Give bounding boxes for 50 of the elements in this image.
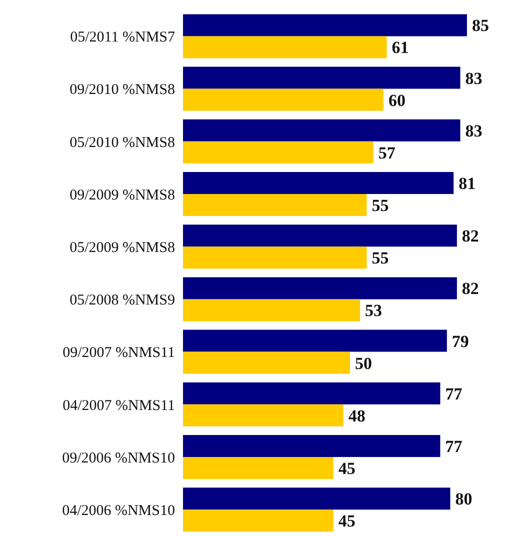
bar [183,382,440,404]
bar [183,246,367,269]
bar [183,172,454,194]
data-label: 61 [392,38,409,58]
y-tick-label: 05/2008 %NMS9 [70,292,175,309]
data-label: 53 [365,301,382,320]
bar [183,88,384,111]
data-label: 55 [372,248,389,268]
data-label: 82 [462,279,479,298]
data-label: 81 [458,174,476,194]
bar [183,277,457,300]
data-label: 45 [338,512,356,531]
data-label: 57 [378,143,396,162]
bar [183,352,350,374]
bar [183,194,367,216]
y-tick-label: 04/2007 %NMS11 [62,398,175,414]
data-label: 83 [465,68,482,88]
data-label: 77 [445,384,463,404]
data-label: 85 [472,16,489,36]
bar [183,299,360,322]
y-tick-label: 09/2006 %NMS10 [62,450,175,466]
bar [183,119,460,142]
bar [183,36,387,58]
data-label: 80 [455,490,472,509]
bar [183,457,334,480]
data-label: 82 [462,226,479,246]
y-tick-label: 09/2007 %NMS11 [62,345,175,362]
bar [183,404,344,426]
bar [183,330,447,352]
data-label: 83 [465,121,482,140]
bar [183,14,467,36]
y-tick-label: 09/2009 %NMS8 [70,187,175,204]
data-label: 79 [452,332,469,351]
data-label: 50 [355,354,372,373]
data-label: 77 [445,437,463,456]
data-label: 60 [388,90,406,110]
data-label: 45 [338,459,356,478]
y-tick-label: 09/2010 %NMS8 [70,82,175,98]
y-tick-label: 05/2011 %NMS7 [70,30,176,46]
bar [183,510,334,532]
y-tick-label: 05/2010 %NMS8 [70,134,175,151]
bar [183,141,374,164]
y-tick-label: 05/2009 %NMS8 [70,240,175,256]
bar [183,435,440,458]
bar [183,224,457,247]
data-label: 55 [372,196,389,216]
data-label: 48 [348,406,366,426]
bar [183,66,460,89]
y-tick-label: 04/2006 %NMS10 [62,503,175,520]
bar [183,488,450,510]
